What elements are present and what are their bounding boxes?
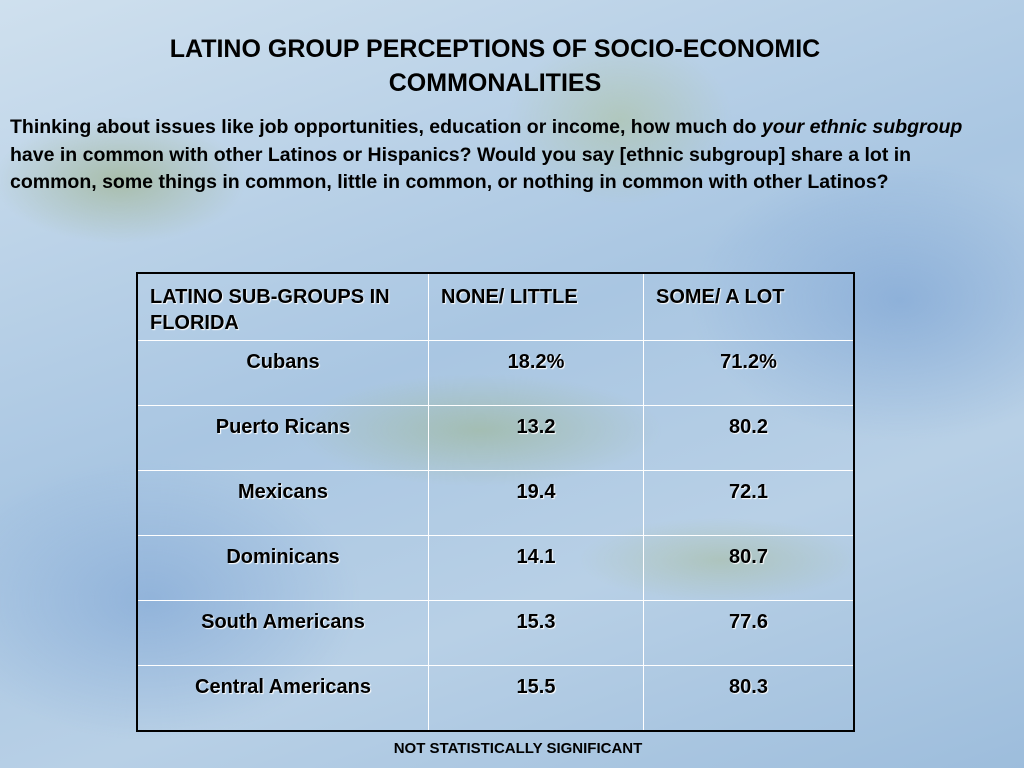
header-row: LATINO SUB-GROUPS IN FLORIDA NONE/ LITTLE… (136, 272, 855, 341)
footnote: NOT STATISTICALLY SIGNIFICANT (393, 740, 643, 757)
value-cell: 18.2% (428, 340, 644, 406)
value-cell: 80.3 (643, 665, 855, 732)
column-header: SOME/ A LOT (643, 272, 855, 341)
value-cell: 80.2 (643, 405, 855, 471)
value-cell: 15.3 (428, 600, 644, 666)
question: Thinking about issues like job opportuni… (10, 114, 970, 197)
question-text: your ethnic subgroup (761, 116, 963, 138)
group-cell: Puerto Ricans (136, 405, 429, 471)
results-table: LATINO SUB-GROUPS IN FLORIDA NONE/ LITTLE… (136, 272, 855, 732)
table-row: South Americans 15.3 77.6 (136, 600, 855, 666)
group-cell: Dominicans (136, 535, 429, 601)
column-header: NONE/ LITTLE (428, 272, 644, 341)
group-cell: South Americans (136, 600, 429, 666)
value-cell: 80.7 (643, 535, 855, 601)
group-cell: Mexicans (136, 470, 429, 536)
title: LATINO GROUP PERCEPTIONS OF SOCIO-ECONOM… (0, 32, 990, 100)
table-row: Mexicans 19.4 72.1 (136, 470, 855, 536)
table-row: Dominicans 14.1 80.7 (136, 535, 855, 601)
title-line: LATINO GROUP PERCEPTIONS OF SOCIO-ECONOM… (169, 35, 821, 63)
column-header: LATINO SUB-GROUPS IN FLORIDA (136, 272, 429, 341)
question-text: have in common with other Latinos or His… (10, 143, 912, 194)
value-cell: 14.1 (428, 535, 644, 601)
title-line: COMMONALITIES (388, 69, 602, 97)
value-cell: 77.6 (643, 600, 855, 666)
value-cell: 15.5 (428, 665, 644, 732)
table-row: Puerto Ricans 13.2 80.2 (136, 405, 855, 471)
group-cell: Cubans (136, 340, 429, 406)
value-cell: 72.1 (643, 470, 855, 536)
table-row: Cubans 18.2% 71.2% (136, 340, 855, 406)
value-cell: 13.2 (428, 405, 644, 471)
group-cell: Central Americans (136, 665, 429, 732)
value-cell: 71.2% (643, 340, 855, 406)
question-text: Thinking about issues like job opportuni… (10, 116, 762, 138)
table-row: Central Americans 15.5 80.3 (136, 665, 855, 732)
value-cell: 19.4 (428, 470, 644, 536)
